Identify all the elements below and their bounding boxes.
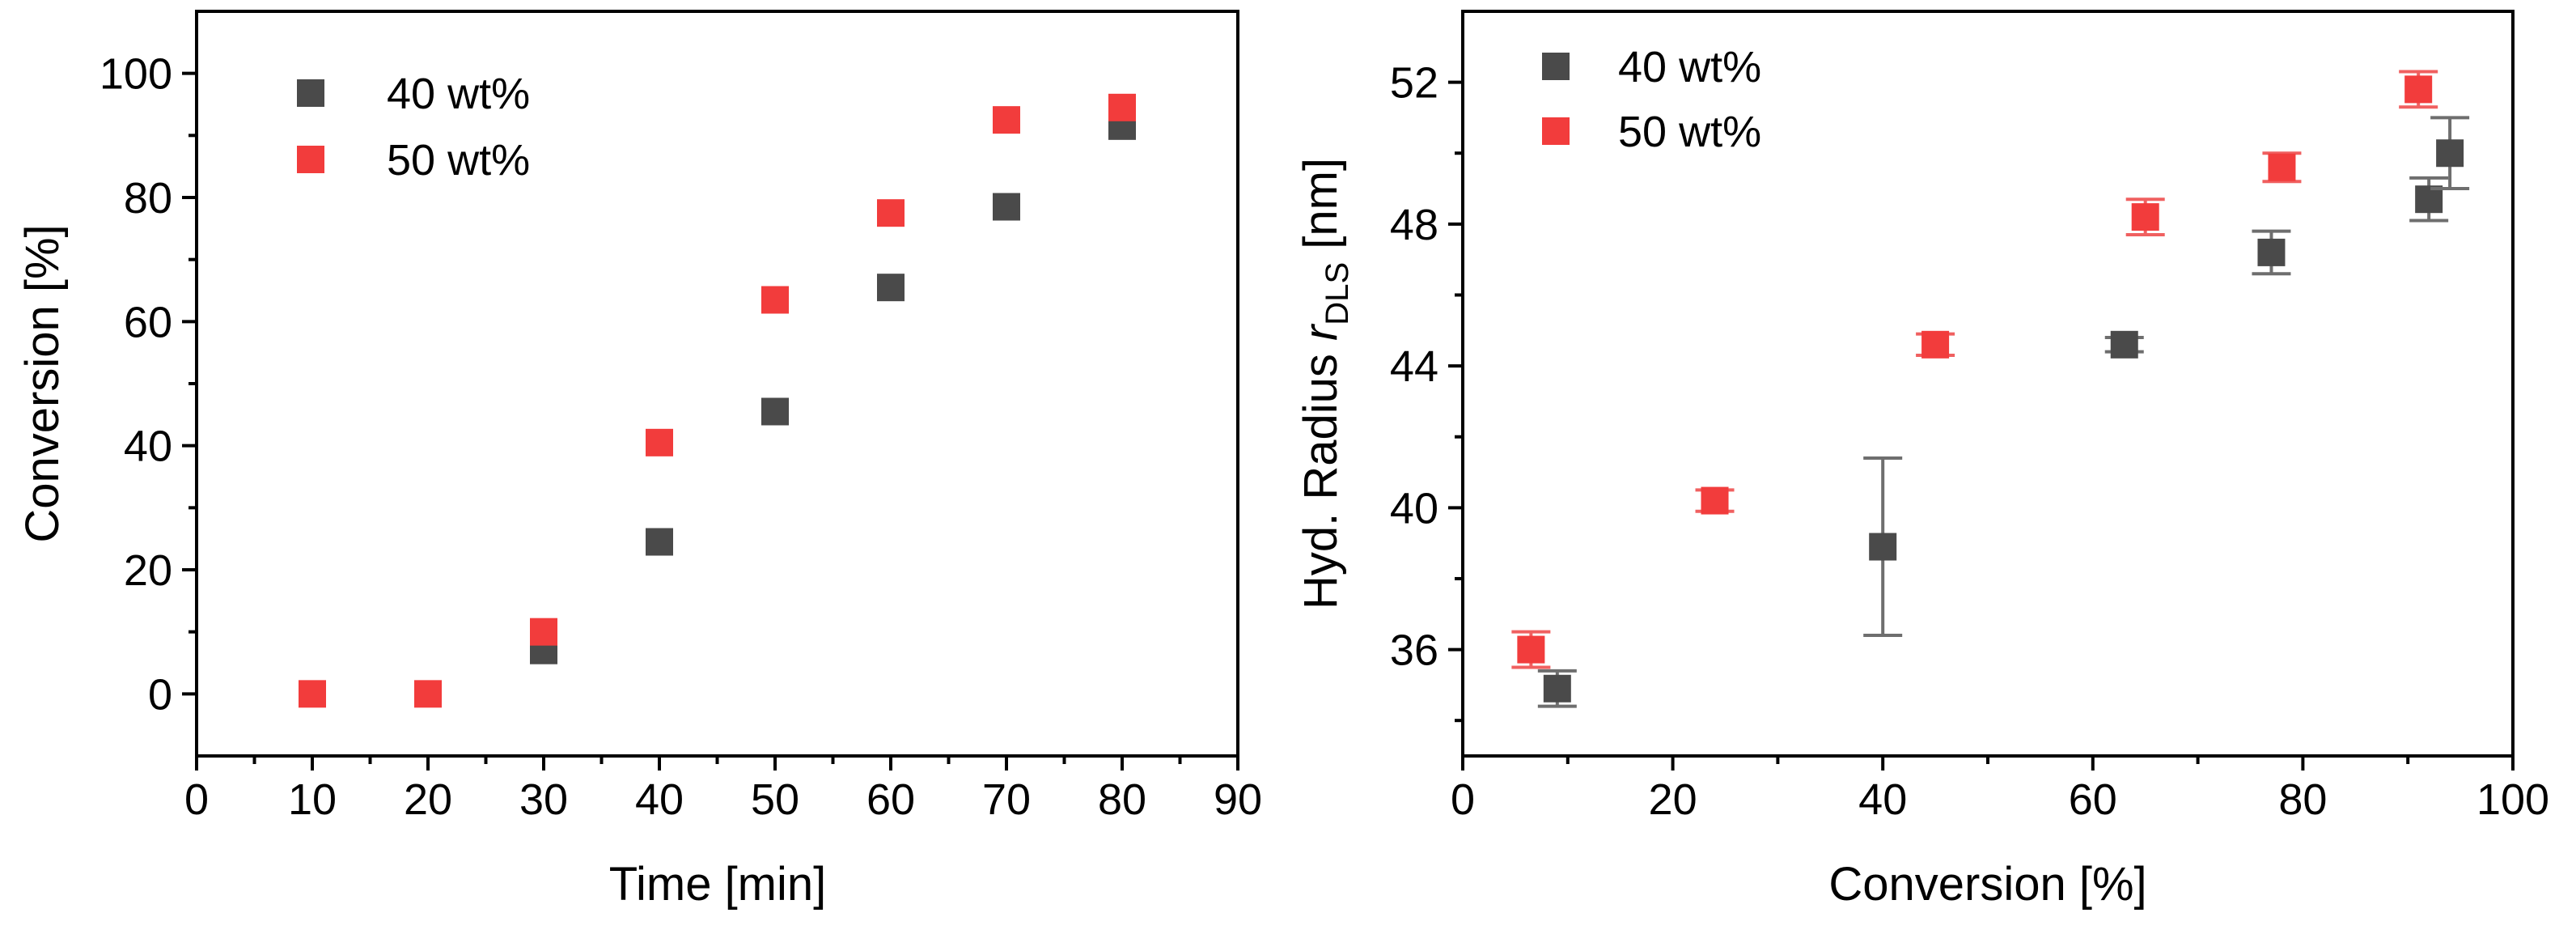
x-tick-label: 60: [866, 775, 915, 824]
x-tick-label: 100: [2476, 775, 2549, 824]
x-tick-label: 40: [635, 775, 684, 824]
point-40wt: [1543, 674, 1571, 703]
left-legend: 40 wt% 50 wt%: [297, 70, 530, 185]
legend-label-50wt: 50 wt%: [387, 136, 530, 185]
x-tick-label: 20: [404, 775, 452, 824]
point-40wt: [877, 274, 905, 302]
legend-marker-50wt: [297, 146, 324, 173]
point-40wt: [2257, 238, 2286, 266]
x-tick-label: 70: [982, 775, 1031, 824]
y-tick-label: 20: [124, 546, 172, 595]
x-tick-label: 10: [288, 775, 337, 824]
point-50wt: [2268, 153, 2296, 181]
point-40wt: [646, 528, 673, 556]
x-tick-label: 20: [1649, 775, 1697, 824]
y-axis-title-symbol: r: [1294, 323, 1347, 341]
right-legend: 40 wt% 50 wt%: [1542, 43, 1761, 156]
point-50wt: [1517, 635, 1545, 664]
y-tick-label: 36: [1390, 626, 1438, 675]
left-x-axis-title: Time [min]: [609, 858, 827, 911]
y-axis-title-subscript: DLS: [1320, 262, 1355, 325]
left-data-points: [299, 93, 1136, 708]
y-tick-label: 0: [148, 670, 172, 719]
x-tick-label: 80: [1098, 775, 1146, 824]
point-50wt: [646, 428, 673, 456]
point-40wt: [993, 193, 1020, 221]
point-50wt: [2131, 203, 2159, 231]
point-50wt: [299, 680, 326, 708]
point-50wt: [414, 680, 442, 708]
x-tick-label: 40: [1858, 775, 1907, 824]
point-40wt: [2436, 139, 2464, 168]
right-data-points: [1511, 70, 2470, 708]
radius-vs-conversion-chart: 0 20 40 60 80 100 36 40 44 48 52 40 wt% 50 wt% Con…: [1294, 10, 2549, 911]
y-tick-label: 48: [1390, 201, 1438, 249]
legend-marker-40wt: [1542, 53, 1570, 80]
point-40wt: [2110, 330, 2138, 359]
point-50wt: [877, 199, 905, 227]
x-tick-label: 0: [1451, 775, 1475, 824]
y-tick-label: 40: [1390, 484, 1438, 533]
left-axis-ticks: [182, 71, 1239, 771]
point-50wt: [1108, 93, 1136, 121]
right-axis-ticks: [1448, 80, 2515, 771]
y-axis-title-unit: [nm]: [1294, 158, 1347, 262]
y-tick-label: 80: [124, 174, 172, 223]
y-tick-label: 40: [124, 422, 172, 471]
legend-label-40wt: 40 wt%: [1618, 43, 1761, 91]
x-tick-label: 30: [519, 775, 568, 824]
x-tick-label: 50: [751, 775, 799, 824]
right-tick-labels: 0 20 40 60 80 100 36 40 44 48 52: [1390, 59, 2549, 824]
point-50wt: [761, 286, 789, 314]
left-tick-labels: 0 10 20 30 40 50 60 70 80 90 0 20 40 60 80 100: [100, 50, 1262, 824]
y-tick-label: 100: [100, 50, 172, 99]
y-tick-label: 60: [124, 298, 172, 346]
conversion-vs-time-chart: 0 10 20 30 40 50 60 70 80 90 0 20 40 60 80 100 40 wt% 5…: [16, 10, 1262, 911]
x-tick-label: 90: [1214, 775, 1262, 824]
legend-marker-40wt: [297, 79, 324, 107]
right-y-axis-title: Hyd. Radius rDLS [nm]: [1294, 158, 1355, 609]
point-50wt: [993, 106, 1020, 134]
legend-label-40wt: 40 wt%: [387, 70, 530, 118]
legend-marker-50wt: [1542, 117, 1570, 145]
x-tick-label: 80: [2278, 775, 2327, 824]
point-50wt: [530, 618, 557, 646]
left-y-axis-title: Conversion [%]: [16, 224, 69, 542]
y-tick-label: 44: [1390, 342, 1438, 391]
x-tick-label: 60: [2069, 775, 2117, 824]
point-50wt: [1921, 330, 1950, 359]
y-tick-label: 52: [1390, 59, 1438, 108]
x-tick-label: 0: [184, 775, 209, 824]
legend-label-50wt: 50 wt%: [1618, 108, 1761, 156]
point-40wt: [761, 397, 789, 426]
point-50wt: [2404, 75, 2433, 104]
point-40wt: [1869, 533, 1897, 561]
right-x-axis-title: Conversion [%]: [1828, 858, 2146, 911]
y-axis-title-main: Hyd. Radius: [1294, 341, 1347, 609]
point-50wt: [1701, 486, 1729, 515]
